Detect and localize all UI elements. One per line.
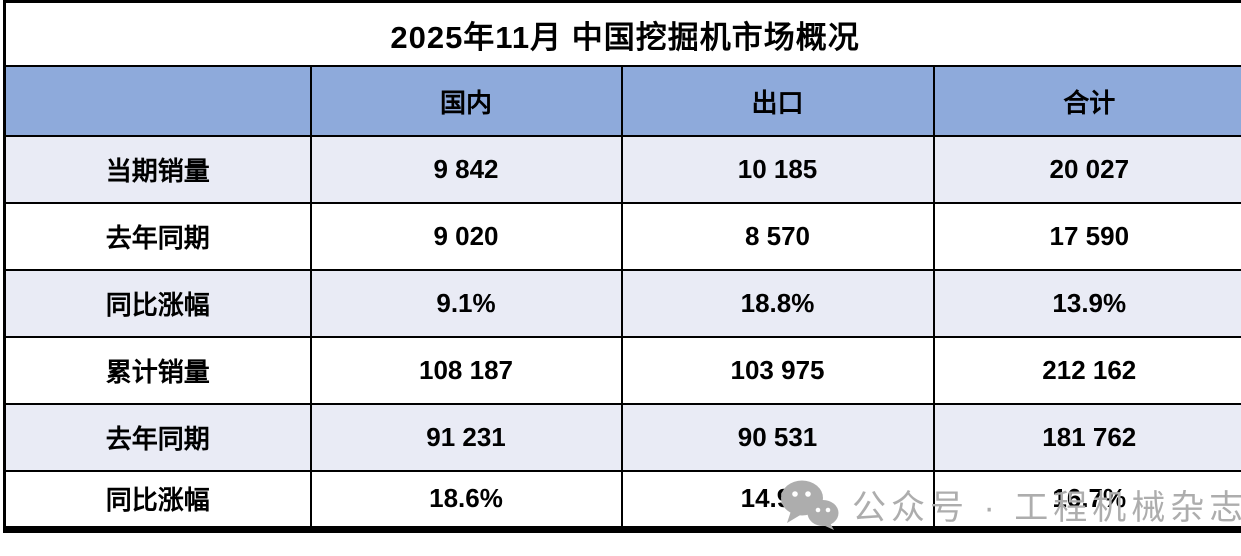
table-row: 去年同期 9 020 8 570 17 590 xyxy=(3,202,1241,271)
cell-domestic: 18.6% xyxy=(309,470,623,530)
column-header-total: 合计 xyxy=(932,65,1241,137)
table-row: 累计销量 108 187 103 975 212 162 xyxy=(3,336,1241,405)
cell-total: 181 762 xyxy=(932,403,1241,472)
row-label: 当期销量 xyxy=(3,135,312,204)
table-row: 同比涨幅 18.6% 14.9% 16.7% xyxy=(3,470,1241,530)
cell-total: 16.7% xyxy=(932,470,1241,530)
table-title-row: 2025年11月 中国挖掘机市场概况 xyxy=(3,0,1241,67)
table-row: 去年同期 91 231 90 531 181 762 xyxy=(3,403,1241,472)
column-header-domestic: 国内 xyxy=(309,65,623,137)
row-label: 累计销量 xyxy=(3,336,312,405)
cell-export: 10 185 xyxy=(620,135,935,204)
table-row: 当期销量 9 842 10 185 20 027 xyxy=(3,135,1241,204)
table-row: 同比涨幅 9.1% 18.8% 13.9% xyxy=(3,269,1241,338)
cell-domestic: 9 020 xyxy=(309,202,623,271)
cell-export: 90 531 xyxy=(620,403,935,472)
cell-export: 8 570 xyxy=(620,202,935,271)
cell-total: 212 162 xyxy=(932,336,1241,405)
row-label: 同比涨幅 xyxy=(3,470,312,530)
cell-export: 18.8% xyxy=(620,269,935,338)
cell-export: 14.9% xyxy=(620,470,935,530)
page-title: 2025年11月 中国挖掘机市场概况 xyxy=(3,0,1241,67)
cell-domestic: 9.1% xyxy=(309,269,623,338)
bottom-border-notch xyxy=(783,549,841,556)
table-header-row: 国内 出口 合计 xyxy=(3,65,1241,137)
row-label: 去年同期 xyxy=(3,202,312,271)
column-header-blank xyxy=(3,65,312,137)
cell-total: 13.9% xyxy=(932,269,1241,338)
row-label: 去年同期 xyxy=(3,403,312,472)
cell-export: 103 975 xyxy=(620,336,935,405)
cell-domestic: 9 842 xyxy=(309,135,623,204)
market-table: 2025年11月 中国挖掘机市场概况 国内 出口 合计 当期销量 9 842 1… xyxy=(3,0,1241,533)
cell-total: 20 027 xyxy=(932,135,1241,204)
column-header-export: 出口 xyxy=(620,65,935,137)
cell-domestic: 91 231 xyxy=(309,403,623,472)
row-label: 同比涨幅 xyxy=(3,269,312,338)
cell-domestic: 108 187 xyxy=(309,336,623,405)
cell-total: 17 590 xyxy=(932,202,1241,271)
